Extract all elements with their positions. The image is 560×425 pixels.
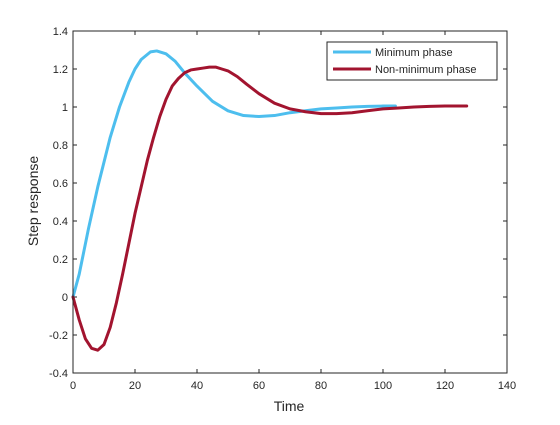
x-tick-label: 0 — [70, 380, 76, 392]
axes-box — [72, 30, 508, 374]
axes-frame — [72, 30, 508, 374]
y-tick-label: 0 — [62, 292, 68, 304]
y-tick-label: 0.2 — [53, 254, 68, 266]
x-tick-label: 140 — [498, 380, 516, 392]
x-axis-label: Time — [274, 398, 305, 414]
x-tick-label: 100 — [374, 380, 392, 392]
x-axis-ticks: 0 20 40 60 80 100 120 140 — [70, 31, 516, 392]
y-tick-label: 0.8 — [53, 140, 68, 152]
x-tick-label: 80 — [315, 380, 327, 392]
y-axis-ticks: -0.4 -0.2 0 0.2 0.4 0.6 0.8 1 1.2 1.4 — [49, 26, 507, 380]
y-tick-label: 0.6 — [53, 178, 68, 190]
series-layer — [71, 49, 469, 352]
y-tick-label: 1.4 — [53, 26, 68, 38]
x-tick-label: 120 — [436, 380, 454, 392]
y-axis-label: Step response — [25, 156, 41, 246]
y-tick-label: -0.4 — [49, 368, 68, 380]
plot-area — [73, 31, 507, 373]
legend: Minimum phase Non-minimum phase — [326, 41, 498, 81]
x-tick-label: 60 — [253, 380, 265, 392]
y-tick-label: 1 — [62, 102, 68, 114]
series-line-non-minimum-phase — [71, 65, 469, 352]
legend-box — [326, 41, 498, 81]
plot-background — [73, 31, 507, 373]
x-tick-label: 20 — [129, 380, 141, 392]
legend-label: Minimum phase — [375, 47, 453, 59]
legend-label: Non-minimum phase — [375, 64, 476, 76]
y-tick-label: 0.4 — [53, 216, 68, 228]
y-tick-label: 1.2 — [53, 64, 68, 76]
y-tick-label: -0.2 — [49, 330, 68, 342]
x-tick-label: 40 — [191, 380, 203, 392]
